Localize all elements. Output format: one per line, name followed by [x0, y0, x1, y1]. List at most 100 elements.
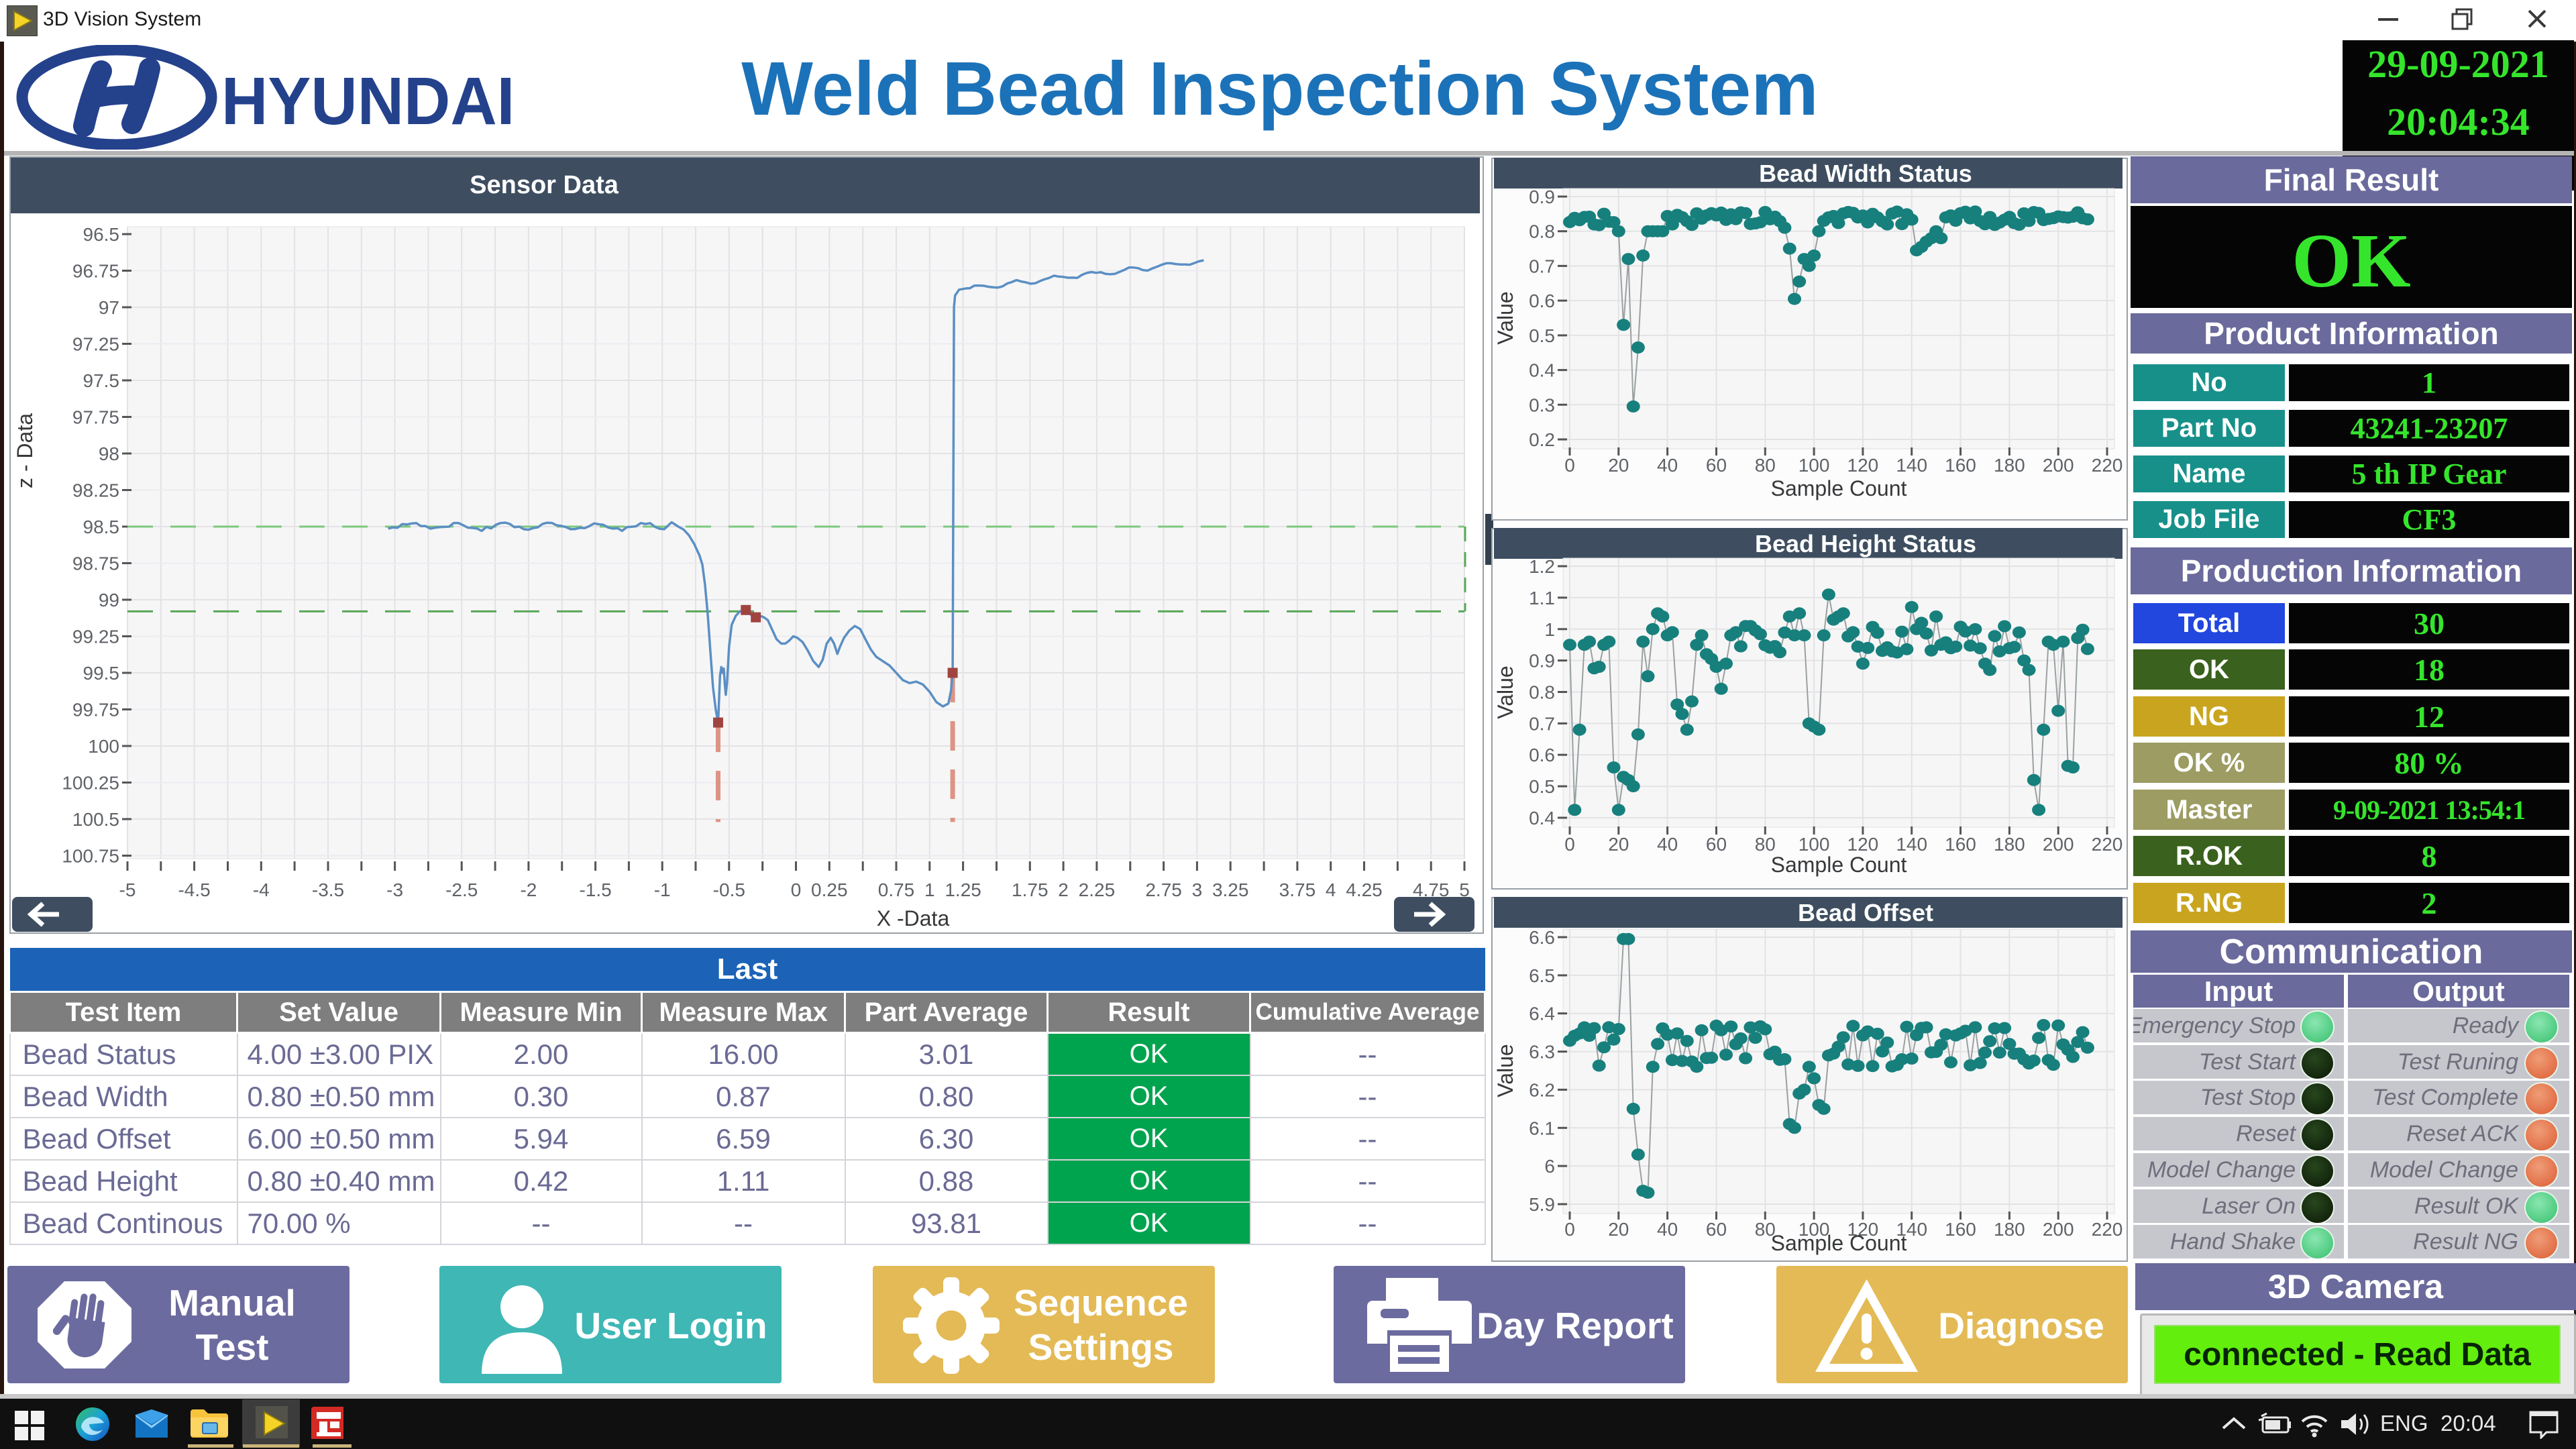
svg-text:-3.5: -3.5	[312, 879, 344, 900]
svg-text:0.4: 0.4	[1529, 360, 1555, 381]
svg-text:-0.5: -0.5	[713, 879, 745, 900]
svg-text:0.6: 0.6	[1529, 290, 1555, 311]
svg-text:-4: -4	[253, 879, 270, 900]
svg-text:60: 60	[1706, 455, 1727, 476]
svg-text:100: 100	[1799, 1219, 1830, 1240]
svg-text:Value: Value	[1493, 1044, 1517, 1097]
svg-text:0.3: 0.3	[1529, 394, 1555, 415]
svg-text:-2: -2	[520, 879, 537, 900]
svg-text:0.5: 0.5	[1529, 776, 1555, 797]
svg-text:1.25: 1.25	[945, 879, 981, 900]
svg-text:z - Data: z - Data	[13, 413, 37, 488]
svg-text:5.9: 5.9	[1529, 1194, 1555, 1215]
svg-text:120: 120	[1847, 455, 1879, 476]
svg-text:1: 1	[924, 879, 935, 900]
svg-text:40: 40	[1657, 834, 1678, 855]
svg-text:Value: Value	[1493, 665, 1517, 718]
svg-text:200: 200	[2043, 1219, 2074, 1240]
svg-text:2.75: 2.75	[1145, 879, 1182, 900]
svg-text:100.5: 100.5	[72, 809, 119, 830]
svg-text:-1.5: -1.5	[579, 879, 611, 900]
svg-text:20: 20	[1608, 1219, 1629, 1240]
svg-text:0.4: 0.4	[1529, 808, 1555, 828]
svg-text:6.5: 6.5	[1529, 965, 1555, 986]
svg-text:180: 180	[1994, 455, 2025, 476]
svg-text:0.9: 0.9	[1529, 651, 1555, 672]
svg-text:0.9: 0.9	[1529, 186, 1555, 207]
svg-text:0.25: 0.25	[811, 879, 848, 900]
svg-text:0: 0	[1564, 1219, 1575, 1240]
svg-text:140: 140	[1896, 455, 1927, 476]
svg-text:140: 140	[1896, 1219, 1927, 1240]
svg-text:-1: -1	[654, 879, 671, 900]
svg-text:98.25: 98.25	[72, 480, 119, 501]
svg-text:1: 1	[1544, 619, 1555, 640]
svg-text:97.5: 97.5	[83, 370, 120, 391]
svg-text:99.5: 99.5	[83, 663, 120, 684]
svg-text:6: 6	[1544, 1156, 1555, 1177]
svg-text:0.7: 0.7	[1529, 256, 1555, 276]
svg-text:6.2: 6.2	[1529, 1079, 1555, 1100]
svg-text:20: 20	[1608, 455, 1629, 476]
svg-text:180: 180	[1994, 1219, 2025, 1240]
svg-text:100: 100	[1799, 455, 1830, 476]
svg-text:100.75: 100.75	[62, 846, 119, 867]
svg-text:3.25: 3.25	[1212, 879, 1249, 900]
svg-text:160: 160	[1945, 834, 1976, 855]
svg-text:2: 2	[1058, 879, 1069, 900]
svg-text:20: 20	[1608, 834, 1629, 855]
svg-text:0.6: 0.6	[1529, 745, 1555, 765]
svg-text:1.1: 1.1	[1529, 588, 1555, 608]
svg-text:Bead Offset: Bead Offset	[1798, 899, 1933, 926]
svg-text:40: 40	[1657, 1219, 1678, 1240]
svg-text:80: 80	[1755, 834, 1776, 855]
svg-text:100.25: 100.25	[62, 773, 119, 794]
svg-text:99: 99	[99, 590, 119, 610]
svg-text:160: 160	[1945, 455, 1976, 476]
svg-text:140: 140	[1896, 834, 1927, 855]
svg-text:Sample Count: Sample Count	[1771, 853, 1907, 877]
svg-text:99.25: 99.25	[72, 627, 119, 647]
svg-text:Sample Count: Sample Count	[1771, 1231, 1907, 1255]
svg-text:4.25: 4.25	[1346, 879, 1383, 900]
svg-text:180: 180	[1994, 834, 2025, 855]
svg-text:40: 40	[1657, 455, 1678, 476]
svg-text:0: 0	[791, 879, 802, 900]
svg-text:4.75: 4.75	[1413, 879, 1450, 900]
svg-text:220: 220	[2092, 834, 2123, 855]
svg-text:6.1: 6.1	[1529, 1118, 1555, 1138]
svg-text:0: 0	[1564, 834, 1575, 855]
svg-text:3.75: 3.75	[1279, 879, 1316, 900]
svg-text:0.8: 0.8	[1529, 221, 1555, 242]
svg-text:0.5: 0.5	[1529, 325, 1555, 346]
svg-text:200: 200	[2043, 834, 2074, 855]
svg-text:-5: -5	[119, 879, 136, 900]
svg-text:0.7: 0.7	[1529, 713, 1555, 734]
svg-text:200: 200	[2043, 455, 2074, 476]
svg-text:6.6: 6.6	[1529, 927, 1555, 948]
svg-text:160: 160	[1945, 1219, 1976, 1240]
svg-text:Sample Count: Sample Count	[1771, 476, 1907, 500]
svg-text:98: 98	[99, 443, 119, 464]
svg-text:98.5: 98.5	[83, 517, 120, 537]
svg-text:120: 120	[1847, 834, 1879, 855]
svg-text:1.2: 1.2	[1529, 556, 1555, 577]
svg-text:97: 97	[99, 297, 119, 318]
svg-text:-2.5: -2.5	[445, 879, 478, 900]
svg-text:96.75: 96.75	[72, 261, 119, 282]
svg-text:97.25: 97.25	[72, 334, 119, 355]
svg-text:220: 220	[2092, 1219, 2123, 1240]
svg-text:6.3: 6.3	[1529, 1042, 1555, 1063]
svg-text:-4.5: -4.5	[178, 879, 210, 900]
svg-text:Value: Value	[1493, 291, 1517, 344]
svg-text:Bead Width Status: Bead Width Status	[1759, 160, 1972, 187]
svg-text:97.75: 97.75	[72, 407, 119, 428]
svg-text:-3: -3	[386, 879, 403, 900]
svg-text:220: 220	[2092, 455, 2123, 476]
svg-text:4: 4	[1326, 879, 1336, 900]
svg-text:100: 100	[88, 736, 119, 757]
svg-text:120: 120	[1847, 1219, 1879, 1240]
svg-text:100: 100	[1799, 834, 1830, 855]
svg-text:2.25: 2.25	[1079, 879, 1116, 900]
svg-text:80: 80	[1755, 1219, 1776, 1240]
